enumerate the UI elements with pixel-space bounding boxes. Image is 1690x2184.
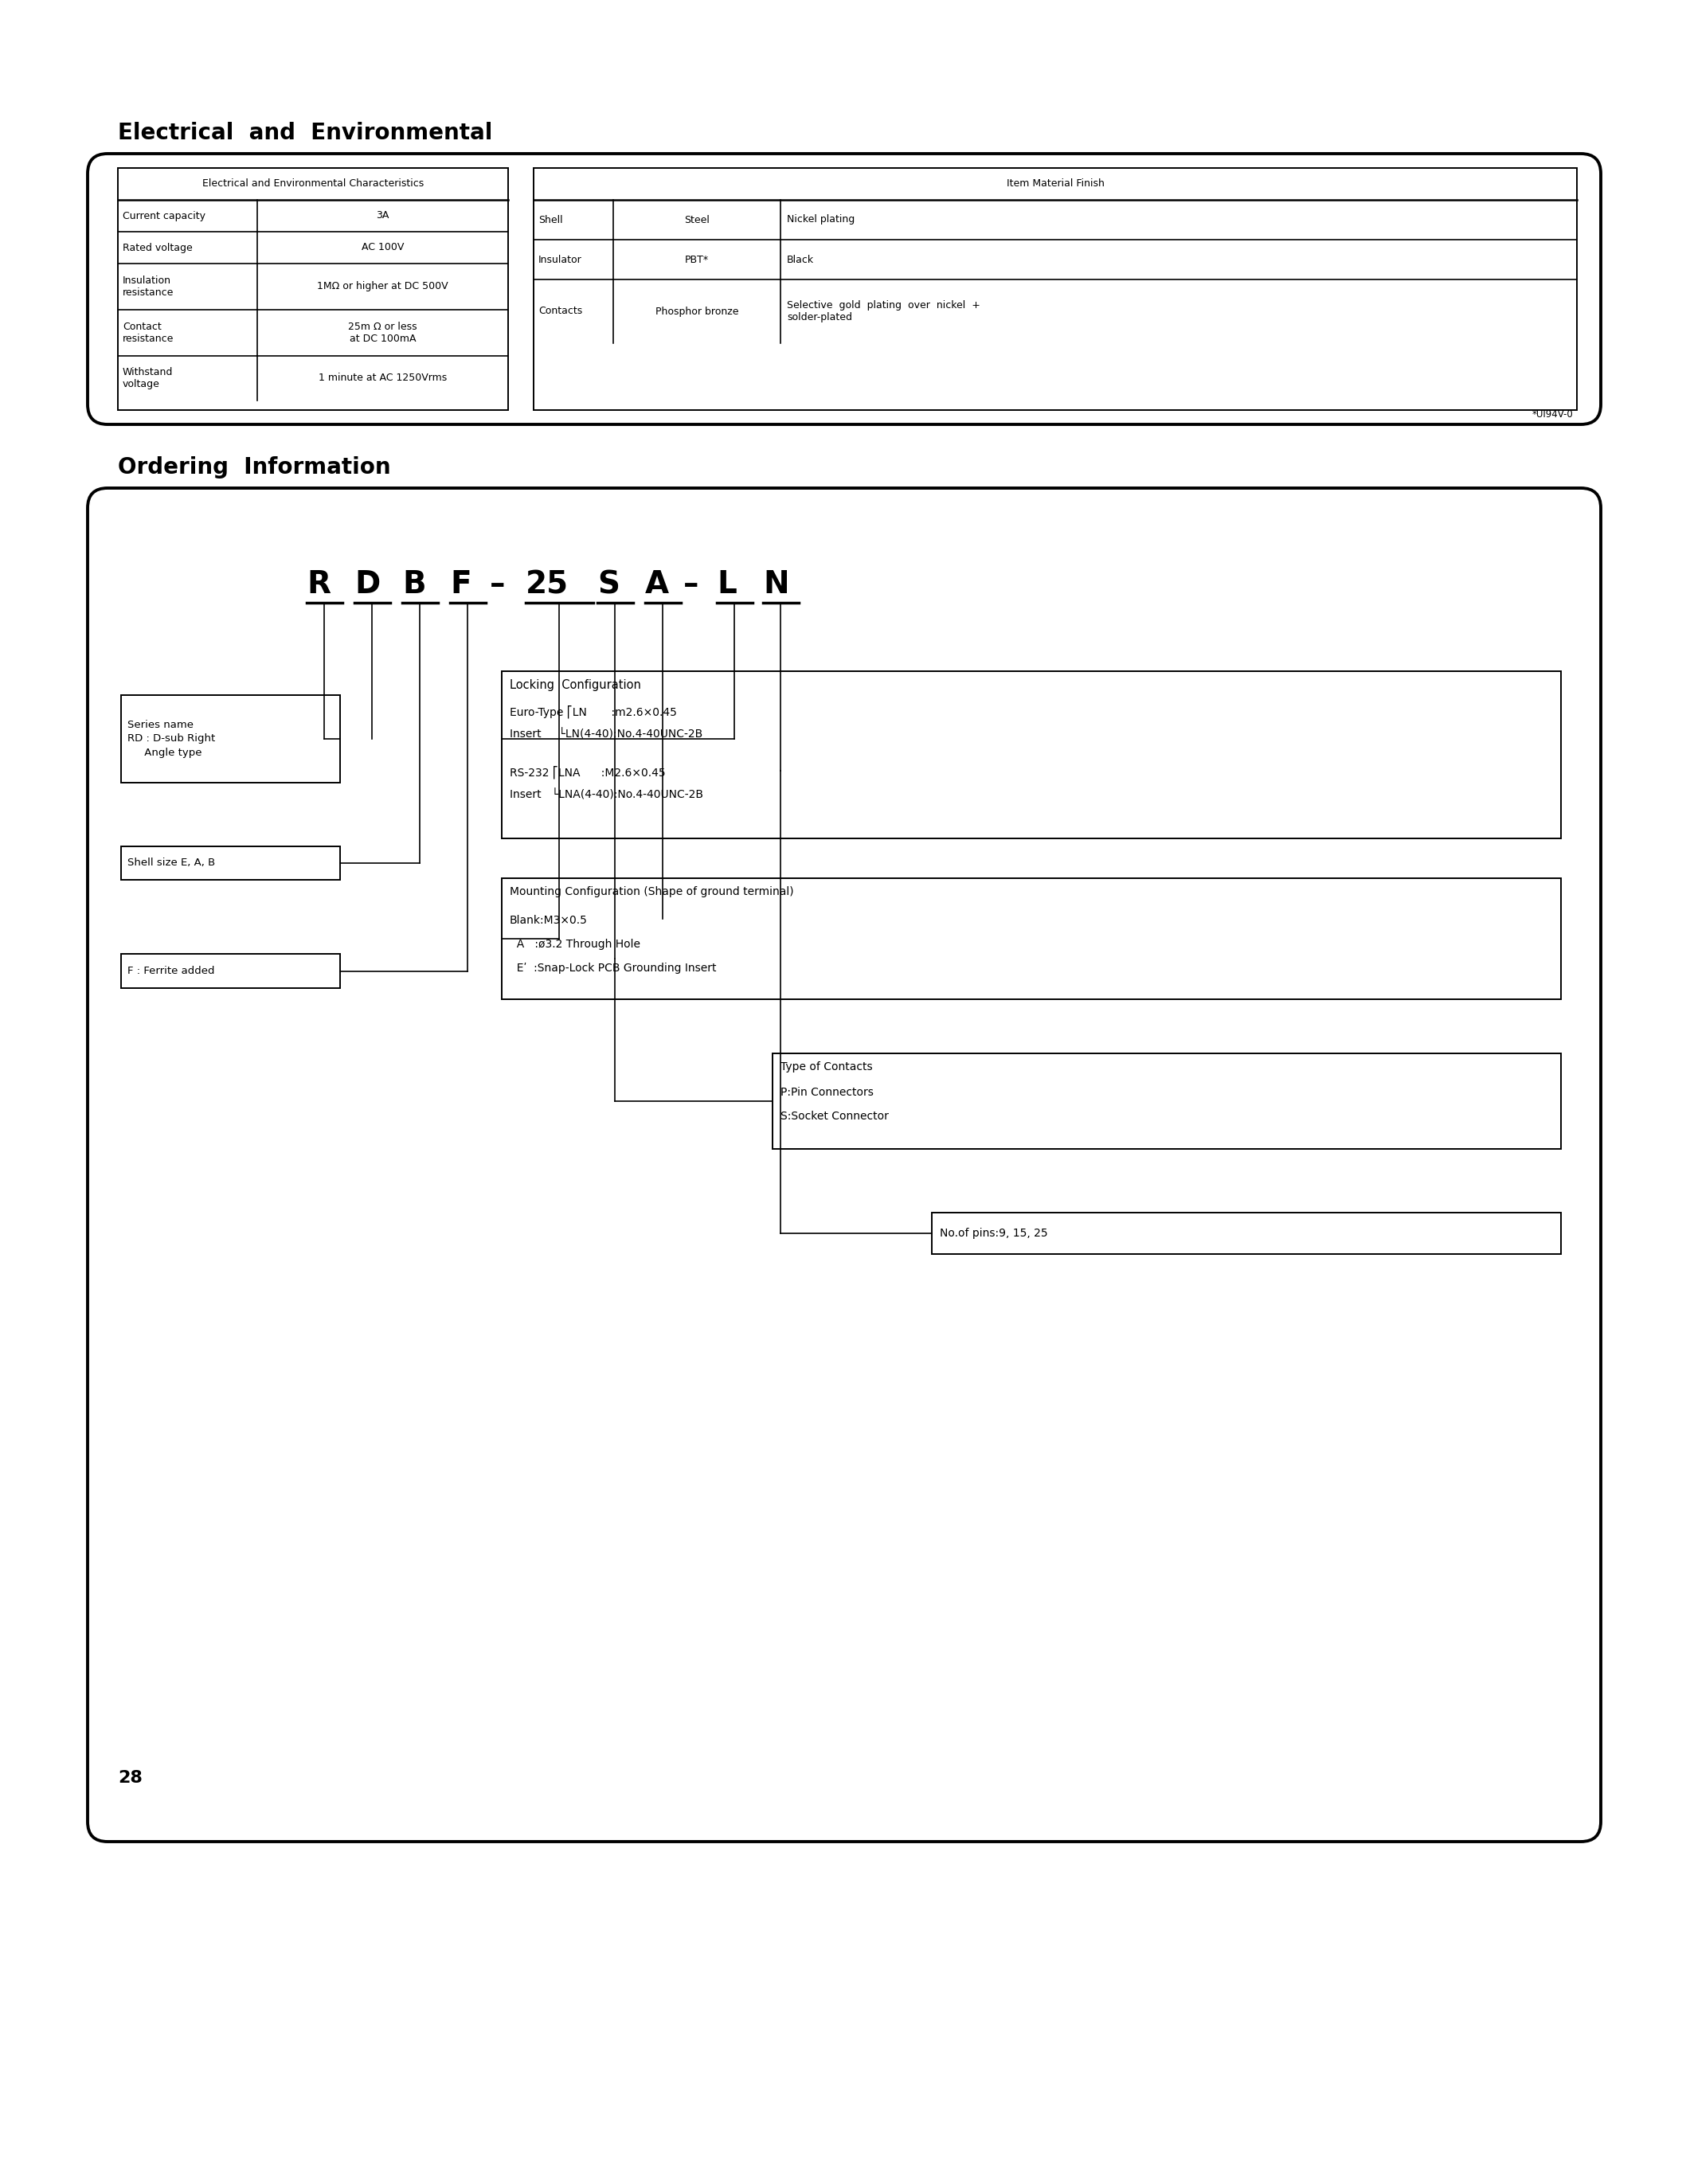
Text: Insulation
resistance: Insulation resistance: [123, 275, 174, 297]
Text: Item Material Finish: Item Material Finish: [1006, 179, 1104, 190]
Text: L: L: [717, 570, 737, 601]
Text: Black: Black: [788, 253, 815, 264]
Bar: [502, 878, 1562, 1000]
Text: 1 minute at AC 1250Vrms: 1 minute at AC 1250Vrms: [318, 373, 446, 384]
Bar: [931, 1212, 1562, 1254]
Text: Mounting Configuration (Shape of ground terminal): Mounting Configuration (Shape of ground …: [510, 887, 794, 898]
Bar: [772, 1053, 1562, 1149]
Text: *UI94V-0: *UI94V-0: [1531, 408, 1573, 419]
Text: Selective  gold  plating  over  nickel  +
solder-plated: Selective gold plating over nickel + sol…: [788, 299, 980, 323]
Text: –: –: [683, 570, 700, 601]
Bar: [118, 168, 509, 411]
Text: RS-232 ⎡LNA      :M2.6×0.45: RS-232 ⎡LNA :M2.6×0.45: [510, 764, 666, 778]
Text: S: S: [597, 570, 620, 601]
Text: PBT*: PBT*: [684, 253, 708, 264]
FancyBboxPatch shape: [88, 153, 1600, 424]
Text: Blank:M3×0.5: Blank:M3×0.5: [510, 915, 588, 926]
Text: Rated voltage: Rated voltage: [123, 242, 193, 253]
FancyBboxPatch shape: [88, 487, 1600, 1841]
Text: Type of Contacts: Type of Contacts: [781, 1061, 872, 1072]
Text: Insulator: Insulator: [539, 253, 581, 264]
Text: Insert   └LNA(4-40):No.4-40UNC-2B: Insert └LNA(4-40):No.4-40UNC-2B: [510, 788, 703, 802]
Text: Euro-Type ⎡LN       :m2.6×0.45: Euro-Type ⎡LN :m2.6×0.45: [510, 705, 678, 719]
Text: Current capacity: Current capacity: [123, 210, 206, 221]
Bar: [122, 695, 340, 782]
Text: Contact
resistance: Contact resistance: [123, 321, 174, 343]
Text: F : Ferrite added: F : Ferrite added: [127, 965, 215, 976]
Text: Nickel plating: Nickel plating: [788, 214, 855, 225]
Text: Phosphor bronze: Phosphor bronze: [656, 306, 739, 317]
Text: S:Socket Connector: S:Socket Connector: [781, 1112, 889, 1123]
Text: Electrical and Environmental Characteristics: Electrical and Environmental Characteris…: [203, 179, 424, 190]
Text: N: N: [762, 570, 789, 601]
Text: Steel: Steel: [684, 214, 710, 225]
Text: Eʹ  :Snap-Lock PCB Grounding Insert: Eʹ :Snap-Lock PCB Grounding Insert: [510, 963, 717, 974]
Text: B: B: [402, 570, 426, 601]
Text: Electrical  and  Environmental: Electrical and Environmental: [118, 122, 492, 144]
Bar: [534, 168, 1577, 411]
Text: 3A: 3A: [377, 210, 389, 221]
Text: A   :ø3.2 Through Hole: A :ø3.2 Through Hole: [510, 939, 641, 950]
Text: –: –: [490, 570, 505, 601]
Text: Locking  Configuration: Locking Configuration: [510, 679, 641, 690]
Text: Series name
RD : D-sub Right
     Angle type: Series name RD : D-sub Right Angle type: [127, 719, 215, 758]
Text: A: A: [646, 570, 669, 601]
Text: AC 100V: AC 100V: [362, 242, 404, 253]
Text: Contacts: Contacts: [539, 306, 583, 317]
Bar: [122, 954, 340, 987]
Bar: [122, 847, 340, 880]
Text: 25: 25: [526, 570, 570, 601]
Text: Ordering  Information: Ordering Information: [118, 456, 390, 478]
Text: D: D: [355, 570, 380, 601]
Text: 1MΩ or higher at DC 500V: 1MΩ or higher at DC 500V: [318, 282, 448, 293]
Text: Withstand
voltage: Withstand voltage: [123, 367, 172, 389]
Text: Shell: Shell: [539, 214, 563, 225]
Text: No.of pins:9, 15, 25: No.of pins:9, 15, 25: [940, 1227, 1048, 1238]
Text: P:Pin Connectors: P:Pin Connectors: [781, 1088, 874, 1099]
Text: 28: 28: [118, 1769, 142, 1787]
Text: Insert     └LN(4-40):No.4-40UNC-2B: Insert └LN(4-40):No.4-40UNC-2B: [510, 729, 703, 740]
Text: R: R: [306, 570, 331, 601]
Text: Shell size E, A, B: Shell size E, A, B: [127, 858, 215, 869]
Bar: [502, 670, 1562, 839]
Text: F: F: [450, 570, 472, 601]
Text: 25m Ω or less
at DC 100mA: 25m Ω or less at DC 100mA: [348, 321, 417, 343]
